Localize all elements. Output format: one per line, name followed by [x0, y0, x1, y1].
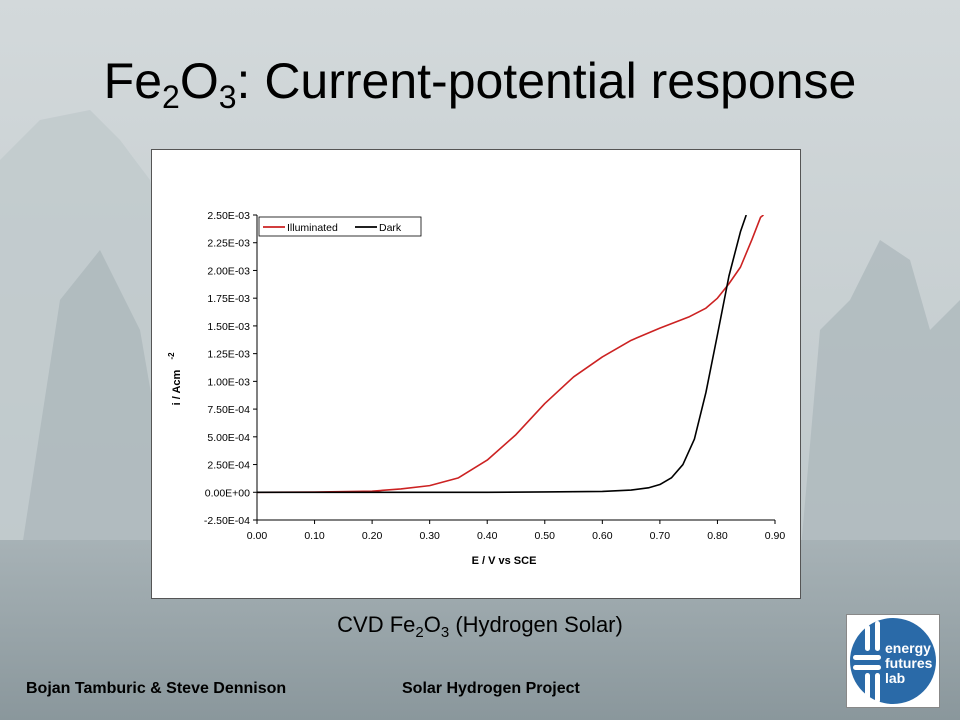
current-potential-chart: -2.50E-04 0.00E+00 2.50E-04 5.00E-04 7.50E-0…: [167, 210, 786, 567]
x-tick-label: 0.30: [419, 530, 440, 542]
y-axis-label-exponent: -2: [167, 352, 176, 360]
legend-label-illuminated: Illuminated: [287, 222, 338, 234]
chart-caption: CVD Fe2O3 (Hydrogen Solar): [337, 612, 623, 641]
legend-box: [258, 216, 422, 237]
iceberg-right: [800, 240, 960, 560]
x-tick-label: 0.90: [765, 530, 786, 542]
y-tick-label: 7.50E-04: [207, 404, 250, 416]
series-line-dark: [257, 215, 747, 494]
x-tick-label: 0.40: [477, 530, 498, 542]
footer-project: Solar Hydrogen Project: [402, 680, 580, 697]
y-tick-label: 1.75E-03: [207, 293, 250, 305]
y-tick-label: -2.50E-04: [204, 515, 250, 527]
series-line-illuminated: [257, 215, 764, 494]
y-tick-label: 2.50E-03: [207, 210, 250, 222]
x-tick-label: 0.80: [707, 530, 728, 542]
chart-frame: -2.50E-04 0.00E+00 2.50E-04 5.00E-04 7.50E-0…: [151, 149, 801, 599]
energy-futures-lab-logo: energy futures lab: [846, 614, 940, 708]
svg-text:lab: lab: [885, 670, 905, 686]
slide-title: Fe2O3: Current-potential response: [103, 53, 857, 115]
svg-text:futures: futures: [885, 655, 933, 671]
y-tick-label: 1.50E-03: [207, 321, 250, 333]
logo-mark: energy futures lab: [850, 618, 936, 704]
y-tick-label: 2.25E-03: [207, 238, 250, 250]
x-tick-label: 0.50: [535, 530, 556, 542]
y-axis-label: i / Acm: [171, 369, 183, 405]
x-axis-label: E / V vs SCE: [472, 555, 537, 567]
y-tick-label: 2.00E-03: [207, 265, 250, 277]
y-tick-label: 5.00E-04: [207, 432, 250, 444]
x-tick-label: 0.10: [304, 530, 325, 542]
y-tick-label: 0.00E+00: [205, 487, 250, 499]
y-tick-label: 1.00E-03: [207, 376, 250, 388]
x-tick-label: 0.70: [650, 530, 671, 542]
legend-label-dark: Dark: [379, 222, 402, 234]
y-tick-label: 1.25E-03: [207, 349, 250, 361]
x-tick-label: 0.20: [362, 530, 383, 542]
x-tick-label: 0.60: [592, 530, 613, 542]
footer-authors: Bojan Tamburic & Steve Dennison: [26, 680, 287, 697]
svg-text:energy: energy: [885, 640, 931, 656]
x-tick-label: 0.00: [247, 530, 268, 542]
y-tick-label: 2.50E-04: [207, 460, 250, 472]
